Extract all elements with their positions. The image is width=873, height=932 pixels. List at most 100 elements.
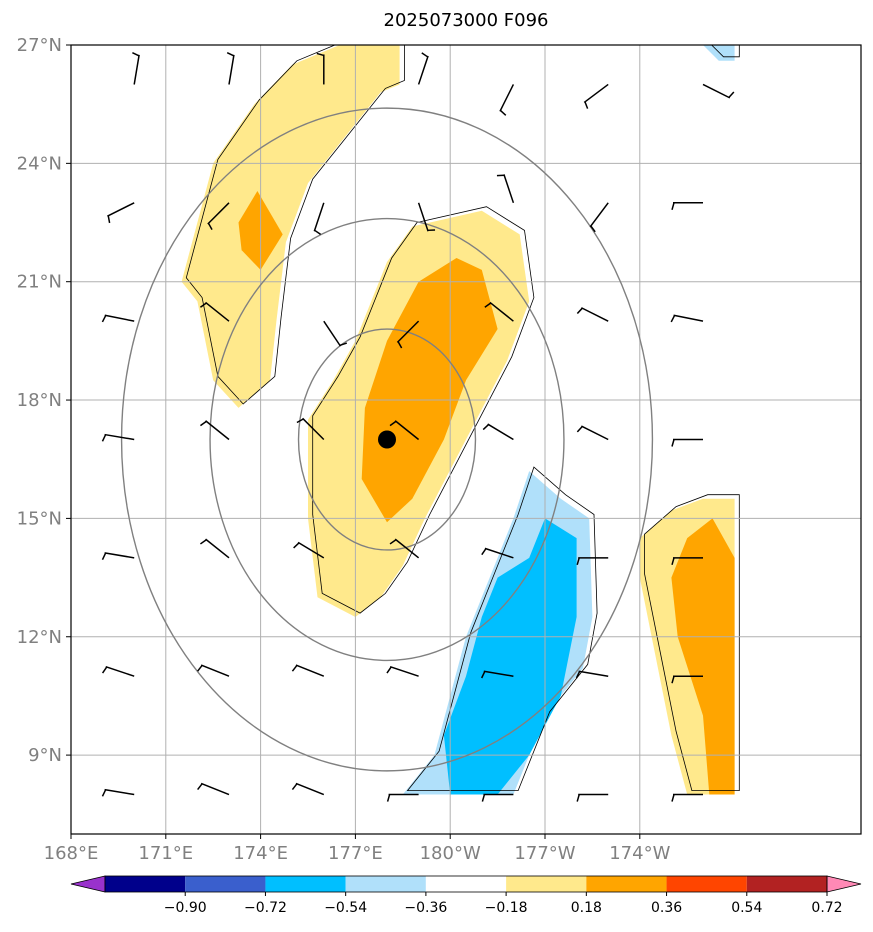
wind-barb <box>226 52 235 85</box>
barb-shaft <box>200 664 230 677</box>
barb-half <box>101 789 107 797</box>
barb-shaft <box>396 320 420 343</box>
barb-shaft <box>302 417 325 441</box>
wind-barb <box>197 664 230 677</box>
contour-line <box>644 494 740 791</box>
barb-shaft <box>702 83 731 99</box>
barb-half <box>107 215 111 224</box>
gridlines <box>71 45 861 834</box>
wind-barb <box>484 301 514 322</box>
barb-half <box>389 539 397 545</box>
colorbar-box <box>506 876 587 892</box>
y-axis-ticks: 27°N 24°N 21°N 18°N 15°N 12°N 9°N <box>17 35 71 766</box>
barb-half <box>101 666 108 674</box>
range-ring <box>120 107 654 772</box>
wind-barb <box>576 425 609 441</box>
barb-shaft <box>105 666 135 677</box>
barb-half <box>576 307 583 315</box>
y-tick-label: 21°N <box>17 272 62 293</box>
wind-barb <box>101 314 135 323</box>
barb-half <box>481 548 487 556</box>
barb-half <box>207 222 213 231</box>
barb-half <box>671 675 675 684</box>
wind-barb <box>101 552 135 560</box>
colorbar-tick-label: −0.36 <box>404 900 447 916</box>
wind-barb <box>589 202 609 233</box>
barb-shaft <box>503 174 515 204</box>
colorbar-box <box>666 876 747 892</box>
colorbar-box <box>746 876 827 892</box>
wind-barb <box>417 52 429 85</box>
barb-half <box>386 666 392 674</box>
barb-shaft <box>673 314 704 322</box>
center-dot <box>378 430 396 449</box>
barb-shaft <box>394 538 420 559</box>
wind-barb <box>576 307 609 322</box>
wind-barb <box>132 52 140 85</box>
contour-line <box>406 466 598 791</box>
wind-barb <box>207 202 230 231</box>
x-axis-ticks: 168°E 171°E 174°E 177°E 180°W 177°W 174°W <box>44 834 671 864</box>
colorbar-tick-label: 0.54 <box>731 900 762 916</box>
barb-half <box>480 671 486 679</box>
range-rings <box>120 107 654 772</box>
barb-shaft <box>107 202 135 217</box>
y-tick-label: 24°N <box>17 153 62 174</box>
wind-barb <box>386 793 419 802</box>
wind-barb <box>293 541 325 559</box>
barb-shaft <box>581 307 609 322</box>
wind-barb <box>199 420 230 441</box>
contour-line <box>312 206 535 614</box>
barb-half <box>197 783 203 790</box>
barb-half <box>481 794 486 802</box>
colorbar-box <box>265 876 346 892</box>
map-frame <box>70 44 862 835</box>
contour-outlines <box>185 45 740 791</box>
barb-shaft <box>484 547 514 559</box>
barb-shaft <box>200 782 230 796</box>
x-tick-label: 171°E <box>138 843 193 864</box>
barb-shaft <box>323 320 342 347</box>
barb-shaft <box>389 666 419 677</box>
barb-shaft <box>417 55 429 85</box>
colorbar-box <box>105 876 186 892</box>
wind-barb <box>316 52 325 85</box>
colorbar-box <box>586 876 667 892</box>
contour-line <box>711 45 740 58</box>
barb-shaft <box>417 202 429 232</box>
wind-barb <box>481 793 514 802</box>
wind-barb <box>482 423 514 441</box>
wind-barb <box>481 547 514 559</box>
barb-shaft <box>589 202 609 228</box>
wind-barb <box>671 557 703 566</box>
wind-barbs <box>101 52 735 802</box>
storm-center <box>378 430 396 449</box>
barb-half <box>339 342 348 346</box>
barb-half <box>671 794 675 802</box>
contour-region <box>671 518 735 795</box>
wind-barb <box>386 666 419 677</box>
wind-barb <box>670 314 704 323</box>
barb-half <box>482 424 490 431</box>
x-tick-label: 174°E <box>233 843 288 864</box>
barb-half <box>293 542 300 549</box>
barb-shaft <box>581 425 609 441</box>
barb-half <box>132 52 140 57</box>
colorbar-tick-label: 0.36 <box>651 900 682 916</box>
wind-barb <box>313 202 325 236</box>
barb-half <box>484 302 492 308</box>
chart-title: 2025073000 F096 <box>384 10 549 31</box>
wind-barb <box>499 84 515 116</box>
wind-barb <box>101 666 135 677</box>
y-tick-label: 15°N <box>17 508 62 529</box>
wind-barb <box>296 417 325 441</box>
wind-barb <box>197 782 230 796</box>
colorbar-tick-label: 0.72 <box>811 900 842 916</box>
colorbar: −0.90 −0.72 −0.54 −0.36 −0.18 0.18 0.36 0.54 0.7… <box>70 875 862 916</box>
barb-shaft <box>313 202 325 232</box>
x-tick-label: 180°W <box>420 843 481 864</box>
barb-shaft <box>487 423 514 441</box>
wind-barb <box>396 320 420 349</box>
barb-shaft <box>133 54 140 85</box>
colorbar-tick-label: −0.72 <box>244 900 287 916</box>
